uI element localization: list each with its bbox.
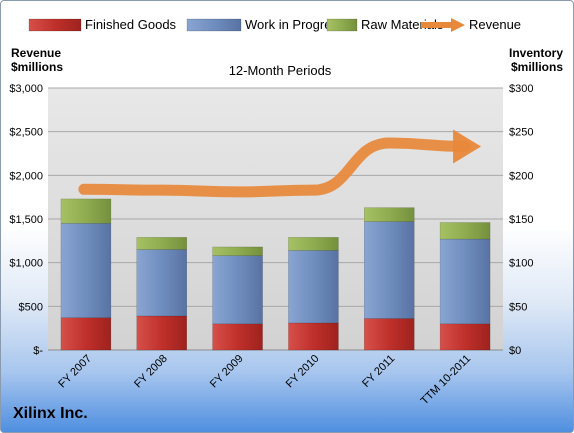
bar-work-in-progress-fy-2009 xyxy=(212,255,263,325)
x-tick-label-fy-2011: FY 2011 xyxy=(360,353,397,390)
left-tick-label: $1,500 xyxy=(9,214,43,226)
left-axis-title-line1: Revenue xyxy=(11,46,61,60)
revenue-arrow-head xyxy=(453,129,482,164)
right-tick-label: $50 xyxy=(509,301,527,313)
bar-finished-goods-fy-2010 xyxy=(288,322,339,351)
bar-finished-goods-fy-2009 xyxy=(212,323,263,351)
bar-work-in-progress-fy-2011 xyxy=(364,221,415,319)
revenue-point-fy-2007 xyxy=(85,189,86,190)
legend: Finished Goods Work in Progress Raw Materi… xyxy=(28,17,521,32)
revenue-line-path xyxy=(78,137,471,198)
chart-subtitle: 12-Month Periods xyxy=(229,63,332,78)
legend-label-raw-materials: Raw Materials xyxy=(361,17,444,32)
bar-work-in-progress-fy-2008 xyxy=(136,249,187,317)
right-axis-ticks: $0 $50 $100 $150 $200 $250 $300 xyxy=(509,83,533,357)
revenue-point-fy-2009 xyxy=(237,191,238,192)
right-axis-title-line1: Inventory xyxy=(509,46,563,60)
bar-work-in-progress-fy-2007 xyxy=(60,223,112,318)
bars xyxy=(60,198,491,351)
right-tick-label: $250 xyxy=(509,127,533,139)
right-tick-label: $200 xyxy=(509,170,533,182)
left-tick-label: $3,000 xyxy=(9,83,43,95)
revenue-point-fy-2010 xyxy=(313,190,314,191)
right-tick-label: $0 xyxy=(509,345,521,357)
x-tick-label-ttm-10-2011: TTM 10-2011 xyxy=(419,353,474,408)
legend-swatch-arrow xyxy=(451,18,465,32)
left-axis-ticks: $- $500 $1,000 $1,500 $2,000 $2,500 $3,000 xyxy=(9,83,43,357)
revenue-point-fy-2011 xyxy=(389,143,390,144)
x-tick-label-fy-2009: FY 2009 xyxy=(208,353,246,391)
left-tick-label: $- xyxy=(33,345,43,357)
legend-label-revenue: Revenue xyxy=(469,17,521,32)
left-tick-label: $2,500 xyxy=(9,127,43,139)
bar-raw-materials-fy-2010 xyxy=(288,237,339,251)
bar-raw-materials-fy-2007 xyxy=(60,198,112,224)
legend-swatch-finished-goods xyxy=(28,18,82,32)
bar-work-in-progress-ttm-10-2011 xyxy=(439,238,491,325)
bar-finished-goods-fy-2011 xyxy=(364,318,415,351)
revenue-line xyxy=(78,129,482,198)
bar-finished-goods-ttm-10-2011 xyxy=(439,323,491,351)
bar-work-in-progress-fy-2010 xyxy=(288,250,339,324)
bar-raw-materials-fy-2009 xyxy=(212,246,263,256)
right-tick-label: $150 xyxy=(509,214,533,226)
x-axis-labels: FY 2007 FY 2008 FY 2009 FY 2010 FY 2011 TTM 1… xyxy=(56,353,473,408)
bar-finished-goods-fy-2008 xyxy=(136,315,187,351)
right-tick-label: $300 xyxy=(509,83,533,95)
x-tick-label-fy-2007: FY 2007 xyxy=(56,353,94,391)
gridlines xyxy=(48,87,503,351)
legend-swatch-raw-materials xyxy=(326,18,358,32)
left-tick-label: $1,000 xyxy=(9,258,43,270)
right-axis-title-line2: $millions xyxy=(511,60,563,74)
company-name: Xilinx Inc. xyxy=(13,405,88,422)
bar-raw-materials-fy-2008 xyxy=(136,237,187,250)
revenue-point-fy-2008 xyxy=(161,190,162,191)
x-tick-label-fy-2008: FY 2008 xyxy=(132,353,170,391)
bar-raw-materials-fy-2011 xyxy=(364,207,415,222)
legend-label-work-in-progress: Work in Progress xyxy=(245,17,345,32)
left-tick-label: $500 xyxy=(19,301,43,313)
legend-swatch-work-in-progress xyxy=(186,18,242,32)
bar-finished-goods-fy-2007 xyxy=(60,317,112,351)
left-axis-title-line2: $millions xyxy=(11,60,63,74)
left-tick-label: $2,000 xyxy=(9,170,43,182)
revenue-point-ttm-10-2011 xyxy=(465,146,466,147)
bar-raw-materials-ttm-10-2011 xyxy=(439,222,491,240)
right-tick-label: $100 xyxy=(509,258,533,270)
x-tick-label-fy-2010: FY 2010 xyxy=(284,353,322,391)
legend-label-finished-goods: Finished Goods xyxy=(85,17,177,32)
